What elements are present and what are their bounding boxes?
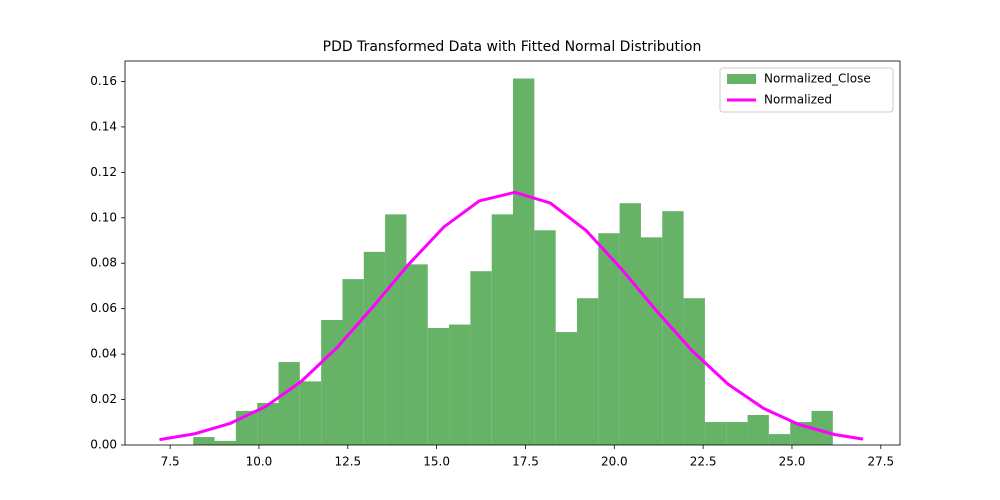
x-tick-label: 22.5 — [690, 455, 717, 469]
histogram-bar — [491, 214, 514, 445]
histogram-bar — [513, 78, 535, 446]
histogram-bar — [214, 440, 236, 445]
y-tick-label: 0.02 — [90, 392, 117, 406]
x-tick-label: 12.5 — [334, 455, 361, 469]
histogram-bar — [640, 237, 663, 445]
legend-label: Normalized — [764, 93, 832, 107]
x-tick-label: 27.5 — [867, 455, 894, 469]
histogram-bar — [342, 279, 364, 445]
y-tick-label: 0.16 — [90, 74, 117, 88]
histogram-bar — [619, 203, 641, 445]
legend-swatch — [727, 74, 756, 84]
histogram-bar — [449, 324, 471, 445]
y-tick-label: 0.08 — [90, 256, 117, 270]
y-tick-label: 0.10 — [90, 210, 117, 224]
histogram-bar — [257, 402, 279, 445]
histogram-bar — [406, 264, 428, 445]
histogram-bar — [683, 298, 705, 445]
y-tick-label: 0.04 — [90, 347, 117, 361]
histogram-bar — [811, 410, 833, 445]
histogram-bar — [278, 362, 300, 445]
legend-label: Normalized_Close — [764, 72, 871, 86]
histogram-bar — [193, 437, 215, 445]
x-tick-label: 7.5 — [161, 455, 180, 469]
x-tick-label: 10.0 — [246, 455, 273, 469]
histogram-bar — [747, 415, 769, 445]
histogram-bar — [321, 320, 343, 445]
histogram-bar — [704, 422, 727, 445]
histogram-bar — [555, 332, 577, 445]
histogram-bar — [534, 230, 556, 445]
plot-frame — [124, 60, 901, 446]
chart-title: PDD Transformed Data with Fitted Normal … — [323, 39, 702, 55]
x-tick-label: 17.5 — [512, 455, 539, 469]
histogram-bar — [598, 233, 620, 445]
histogram-bar — [726, 422, 748, 445]
y-tick-label: 0.00 — [90, 438, 117, 452]
y-tick-label: 0.12 — [90, 165, 117, 179]
fit-line — [159, 190, 864, 442]
x-tick-label: 15.0 — [423, 455, 450, 469]
histogram-bar — [363, 251, 386, 445]
histogram-bar — [427, 327, 450, 445]
legend-box — [719, 67, 894, 113]
histogram-bar — [385, 214, 407, 445]
histogram-bar — [470, 271, 492, 445]
histogram-bar — [299, 381, 322, 445]
x-tick-label: 25.0 — [779, 455, 806, 469]
y-tick-label: 0.06 — [90, 301, 117, 315]
x-tick-label: 20.0 — [601, 455, 628, 469]
histogram-bar — [768, 434, 791, 445]
y-tick-label: 0.14 — [90, 119, 117, 133]
histogram-bar — [576, 298, 599, 445]
